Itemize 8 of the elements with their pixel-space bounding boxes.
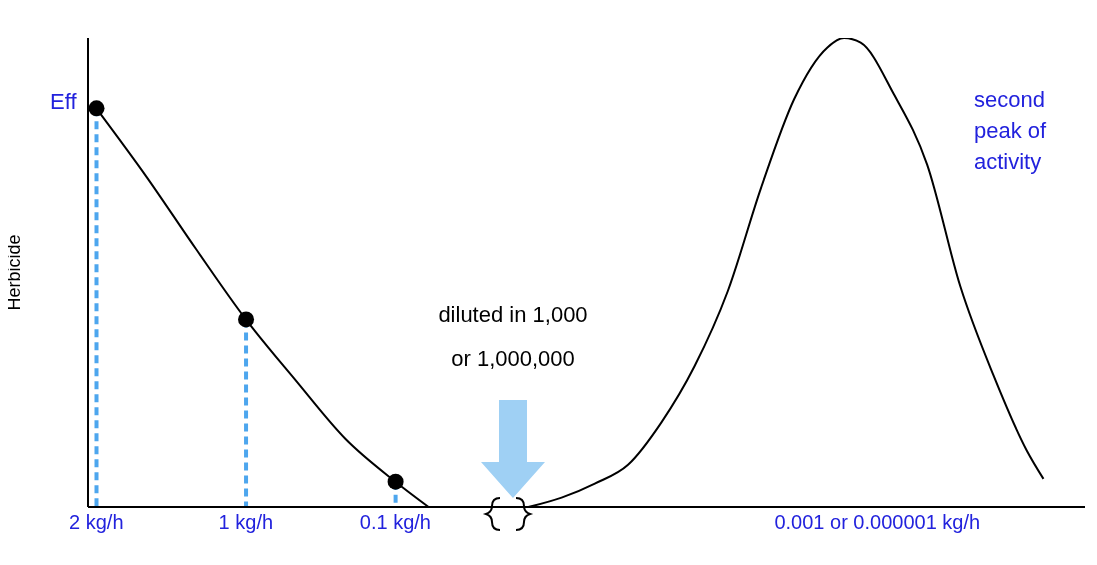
annotation: second peak of activity xyxy=(974,86,1048,176)
annotation: diluted in 1,000 or 1,000,000 xyxy=(437,301,589,373)
x-tick-label: 1 kg/h xyxy=(218,511,274,534)
x-tick-label: 0.1 kg/h xyxy=(359,511,431,534)
y-axis-title: Herbicide xyxy=(4,234,25,311)
x-tick-label: 0.001 or 0.000001 kg/h xyxy=(774,511,981,534)
x-tick-label: 2 kg/h xyxy=(69,511,124,534)
text: Eff xyxy=(50,88,78,116)
